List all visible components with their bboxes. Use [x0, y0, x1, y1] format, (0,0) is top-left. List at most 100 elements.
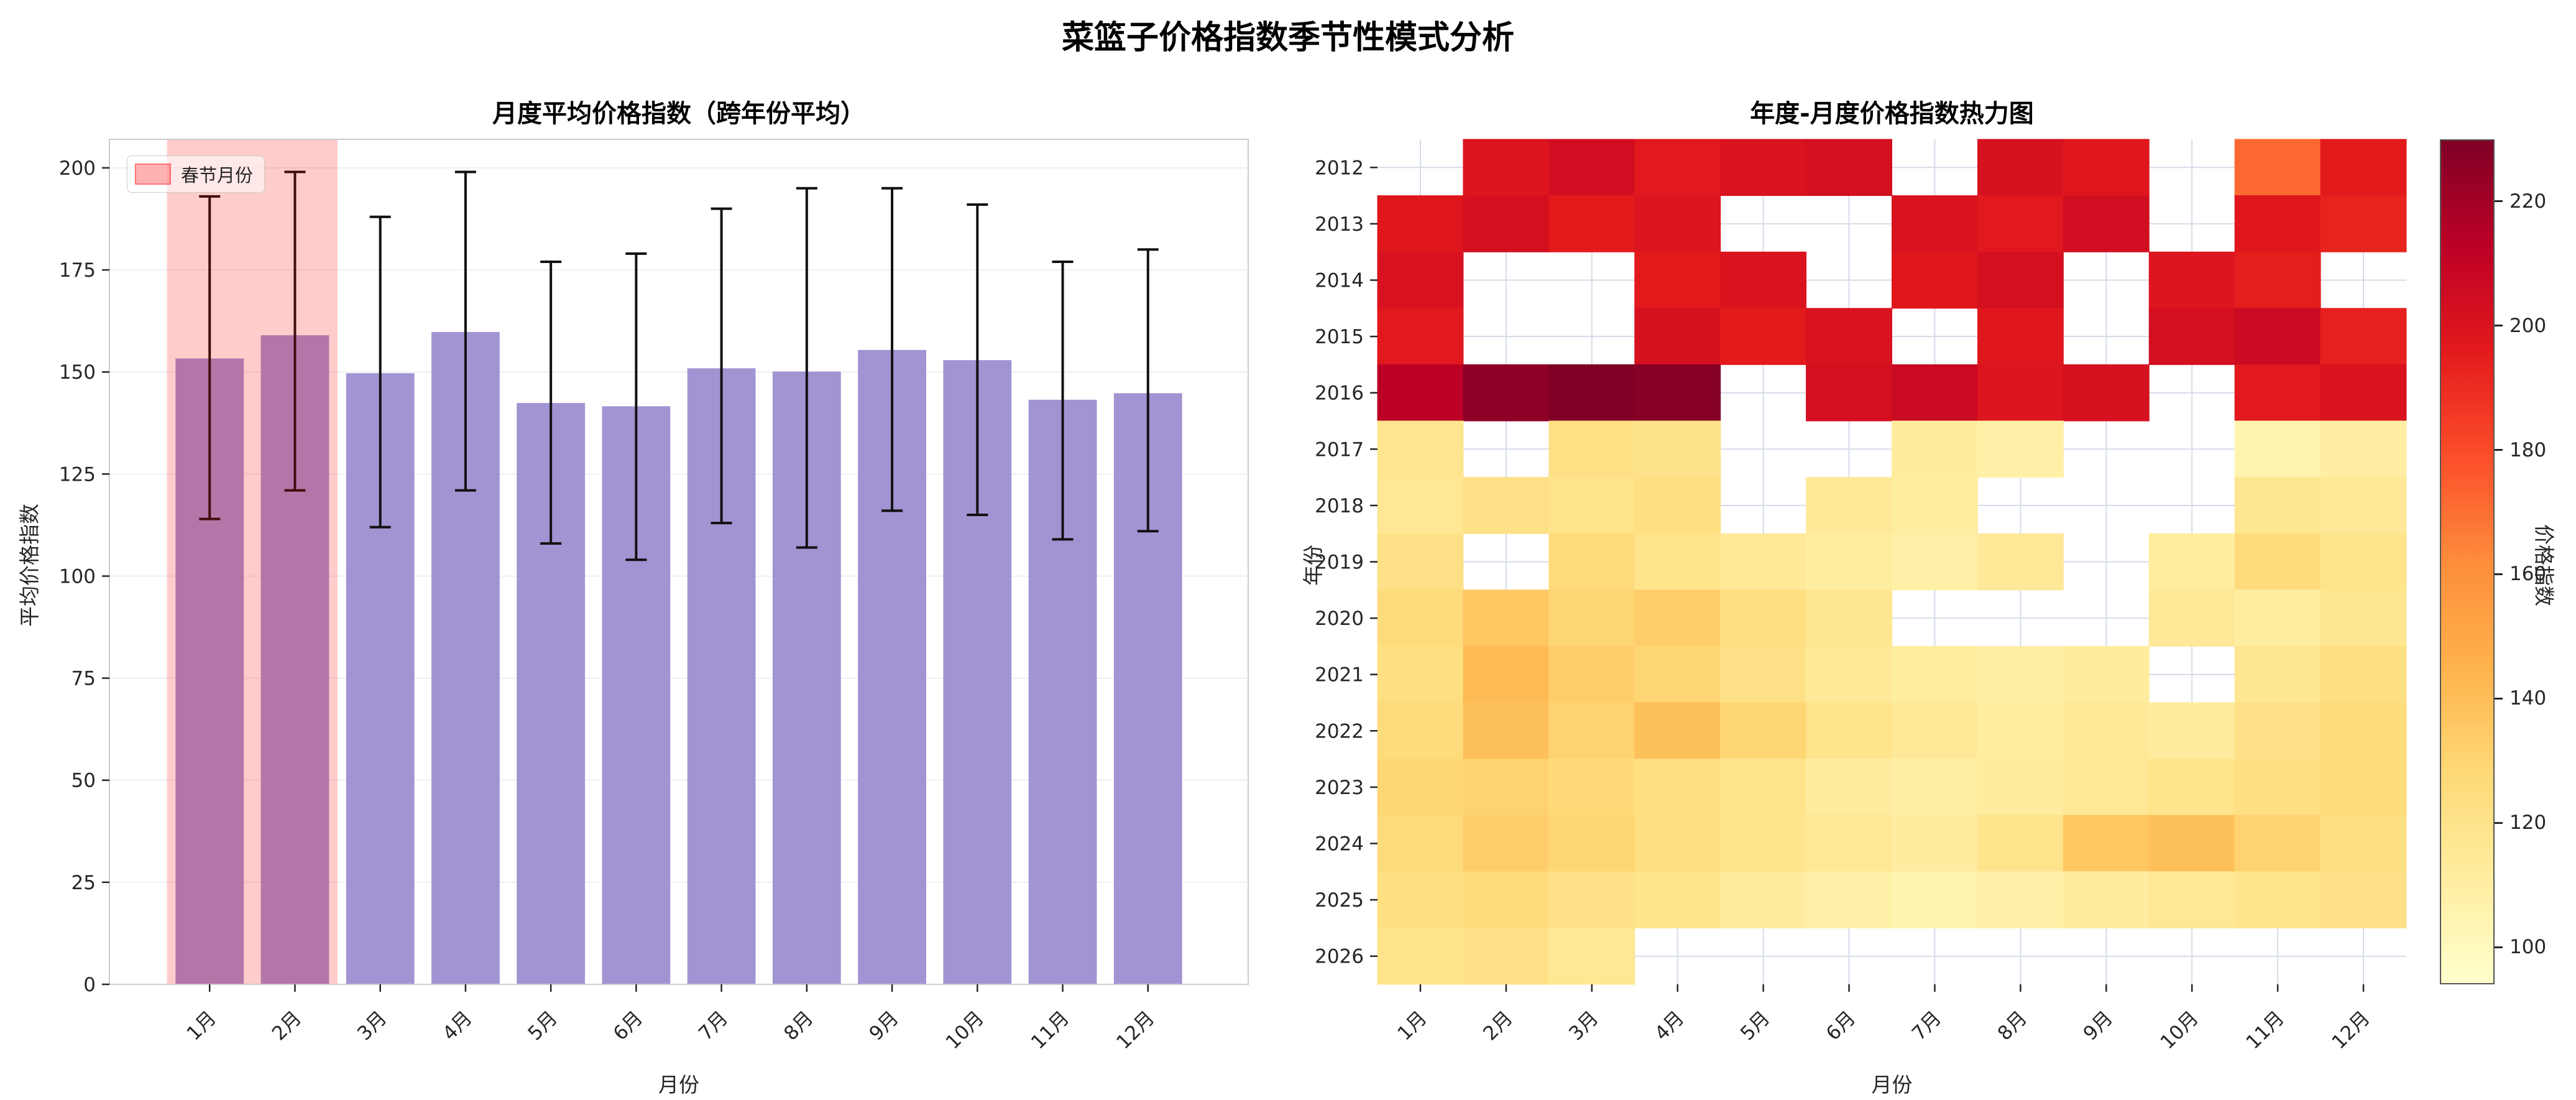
- heatmap-cell: [1634, 871, 1721, 928]
- heatmap-cell: [1892, 364, 1978, 422]
- heatmap-xlabel: 月份: [1871, 1073, 1913, 1097]
- heatmap-cell: [1463, 477, 1550, 534]
- heatmap-cell: [1463, 589, 1550, 647]
- x-tick-label: 3月: [353, 1007, 391, 1045]
- heatmap-cell: [1634, 815, 1721, 872]
- x-tick-label: 2月: [1479, 1007, 1517, 1045]
- bar-chart-xlabel: 月份: [658, 1073, 699, 1097]
- heatmap-cell: [2234, 871, 2321, 928]
- heatmap-cell: [2063, 702, 2150, 760]
- x-tick-label: 6月: [609, 1007, 647, 1045]
- colorbar-tick-label: 140: [2509, 687, 2547, 710]
- y-tick-label: 200: [59, 157, 96, 180]
- heatmap-cell: [2320, 815, 2407, 872]
- heatmap-cell: [1892, 871, 1978, 928]
- legend: 春节月份: [127, 155, 265, 193]
- heatmap-cell: [2063, 759, 2150, 816]
- heatmap-cell: [1377, 420, 1464, 478]
- colorbar: 100 120 140 160 180 200 220: [2440, 139, 2576, 984]
- x-tick-label: 12月: [2327, 1007, 2374, 1053]
- heatmap-cell: [2234, 420, 2321, 478]
- heatmap-cell: [2320, 645, 2407, 703]
- heatmap-cell: [1806, 477, 1892, 534]
- bar-chart-title: 月度平均价格指数（跨年份平均）: [492, 99, 865, 128]
- heatmap-cell: [2320, 420, 2407, 478]
- heatmap-cell: [2063, 364, 2150, 422]
- bar-chart-ylabel: 平均价格指数: [17, 504, 42, 627]
- heatmap-cell: [1720, 308, 1807, 365]
- heatmap-cell: [2063, 815, 2150, 872]
- x-tick-label: 9月: [2079, 1007, 2117, 1045]
- y-tick-label: 150: [59, 361, 96, 384]
- heatmap-cell: [2234, 308, 2321, 365]
- figure-title: 菜篮子价格指数季节性模式分析: [1061, 19, 1514, 57]
- heatmap-cell: [2063, 871, 2150, 928]
- colorbar-label: 价格指数: [2532, 524, 2556, 606]
- heatmap-cell: [1806, 645, 1892, 703]
- heatmap-cell: [1463, 364, 1550, 422]
- legend-label: 春节月份: [181, 165, 254, 186]
- heatmap-cell: [1377, 589, 1464, 647]
- heatmap-cell: [1892, 420, 1978, 478]
- y-tick-label: 2018: [1315, 495, 1364, 517]
- heatmap-cell: [1548, 195, 1635, 252]
- y-tick-label: 2023: [1315, 777, 1364, 799]
- heatmap-cell: [1720, 589, 1807, 647]
- heatmap-cell: [2148, 251, 2235, 309]
- heatmap-cell: [1548, 533, 1635, 591]
- x-tick-label: 10月: [2156, 1007, 2203, 1053]
- colorbar-tick: [2495, 697, 2503, 700]
- heatmap-cell: [2234, 477, 2321, 534]
- x-tick-label: 4月: [1650, 1007, 1688, 1045]
- heatmap-cell: [1548, 589, 1635, 647]
- heatmap-cell: [1377, 645, 1464, 703]
- heatmap-cell: [2320, 477, 2407, 534]
- y-tick-label: 2026: [1315, 946, 1364, 968]
- heatmap-cell: [2234, 364, 2321, 422]
- heatmap-cell: [1720, 251, 1807, 309]
- heatmap-cell: [1977, 251, 2064, 309]
- heatmap-cell: [1806, 139, 1892, 196]
- heatmap-cell: [1806, 815, 1892, 872]
- heatmap-cell: [1720, 139, 1807, 196]
- heatmap-cell: [1463, 927, 1550, 985]
- x-tick-label: 2月: [268, 1007, 306, 1045]
- heatmap-cell: [1548, 645, 1635, 703]
- heatmap-cell: [1377, 251, 1464, 309]
- heatmap-cell: [1977, 195, 2064, 252]
- heatmap-cell: [1720, 533, 1807, 591]
- heatmap-cell: [2320, 759, 2407, 816]
- heatmap-cell: [1377, 927, 1464, 985]
- heatmap-plot-area: 2012 2013 2014 2015 2016 2017 2018 2019 2020 2021…: [1315, 139, 2407, 1053]
- heatmap-cell: [1806, 759, 1892, 816]
- heatmap-cell: [2320, 308, 2407, 365]
- heatmap-cell: [2234, 645, 2321, 703]
- x-tick-label: 8月: [1994, 1007, 2031, 1045]
- heatmap-cell: [1548, 871, 1635, 928]
- heatmap-cell: [1892, 477, 1978, 534]
- heatmap-cell: [1806, 589, 1892, 647]
- y-tick-label: 2014: [1315, 270, 1364, 292]
- heatmap-cell: [1977, 364, 2064, 422]
- heatmap-cell: [1377, 702, 1464, 760]
- heatmap-cell: [1634, 420, 1721, 478]
- bar-chart-plot-area: 0 25 50 75 100 125 150 175 200 1月 2月 3月 4月 5月 6月 7月 8月 9月…: [59, 139, 1249, 1053]
- x-tick-label: 10月: [942, 1007, 988, 1053]
- heatmap-cell: [1548, 927, 1635, 985]
- heatmap-cell: [2234, 195, 2321, 252]
- heatmap-cell: [1634, 589, 1721, 647]
- heatmap-cell: [1634, 251, 1721, 309]
- heatmap-cell: [1634, 308, 1721, 365]
- heatmap-cell: [2234, 139, 2321, 196]
- heatmap-cell: [1977, 702, 2064, 760]
- heatmap-cell: [1463, 871, 1550, 928]
- heatmap-cell: [2148, 589, 2235, 647]
- y-tick-label: 0: [83, 974, 96, 996]
- legend-highlight-swatch: [135, 164, 171, 185]
- heatmap-cell: [2320, 871, 2407, 928]
- heatmap-cell: [1892, 645, 1978, 703]
- heatmap-cell: [1977, 759, 2064, 816]
- heatmap-cell: [1377, 195, 1464, 252]
- y-tick-label: 50: [71, 770, 96, 792]
- heatmap-cell: [1377, 871, 1464, 928]
